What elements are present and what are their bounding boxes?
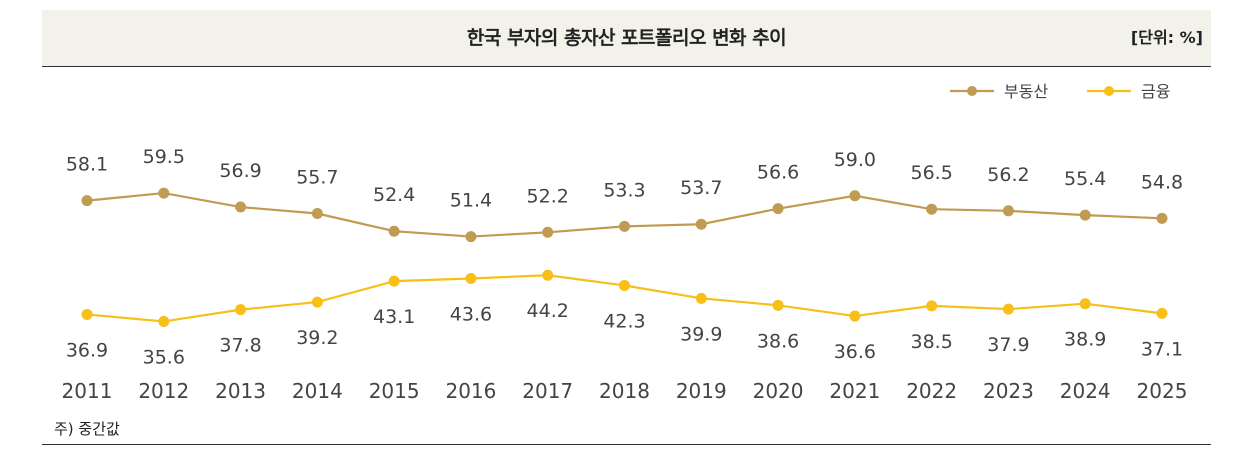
x-tick-label: 2019 [676, 379, 727, 403]
x-tick-label: 2016 [445, 379, 496, 403]
x-tick-label: 2021 [829, 379, 880, 403]
data-label: 38.6 [757, 330, 799, 352]
x-tick-label: 2012 [138, 379, 189, 403]
data-label: 52.4 [373, 184, 415, 206]
data-point [926, 300, 938, 312]
data-point [465, 272, 477, 284]
x-tick-label: 2017 [522, 379, 573, 403]
data-point [849, 310, 861, 322]
data-label: 53.7 [680, 177, 722, 199]
chart-title: 한국 부자의 총자산 포트폴리오 변화 추이 [466, 27, 787, 49]
data-point [235, 201, 247, 213]
data-label: 56.6 [757, 162, 799, 184]
data-label: 37.1 [1141, 338, 1183, 360]
data-point [1079, 298, 1091, 310]
data-point [1156, 307, 1168, 319]
data-point [388, 225, 400, 237]
data-point [695, 292, 707, 304]
data-label: 42.3 [603, 310, 645, 332]
data-point [158, 187, 170, 199]
data-point [926, 203, 938, 215]
bottom-divider [42, 444, 1211, 445]
data-label: 55.7 [296, 166, 338, 188]
data-label: 54.8 [1141, 171, 1183, 193]
data-label: 36.6 [834, 341, 876, 363]
data-label: 56.5 [910, 162, 952, 184]
data-point [772, 203, 784, 215]
data-label: 38.5 [910, 331, 952, 353]
data-point [311, 207, 323, 219]
data-label: 53.3 [603, 179, 645, 201]
data-label: 59.0 [834, 149, 876, 171]
legend-finance-label: 금융 [1141, 82, 1170, 101]
data-label: 58.1 [66, 154, 108, 176]
x-tick-label: 2020 [753, 379, 804, 403]
data-point [772, 299, 784, 311]
x-tick-label: 2022 [906, 379, 957, 403]
legend-real-estate-label: 부동산 [1004, 82, 1048, 101]
data-label: 52.2 [527, 185, 569, 207]
data-point [465, 231, 477, 243]
data-label: 44.2 [527, 300, 569, 322]
data-label: 56.2 [987, 164, 1029, 186]
data-label: 37.9 [987, 334, 1029, 356]
legend-real-estate-marker [967, 86, 977, 96]
x-tick-label: 2014 [292, 379, 343, 403]
data-point [1002, 205, 1014, 217]
data-point [235, 304, 247, 316]
unit-label: [단위: %] [1130, 28, 1203, 47]
data-point [1156, 212, 1168, 224]
data-label: 39.2 [296, 327, 338, 349]
x-tick-label: 2023 [983, 379, 1034, 403]
data-label: 55.4 [1064, 168, 1106, 190]
data-point [1079, 209, 1091, 221]
data-point [542, 226, 554, 238]
data-label: 38.9 [1064, 329, 1106, 351]
x-tick-label: 2013 [215, 379, 266, 403]
data-label: 43.6 [450, 303, 492, 325]
data-point [542, 269, 554, 281]
data-point [311, 296, 323, 308]
x-tick-label: 2015 [369, 379, 420, 403]
data-point [619, 279, 630, 291]
x-tick-label: 2025 [1137, 379, 1188, 403]
data-point [849, 190, 861, 202]
data-point [619, 220, 630, 232]
x-tick-label: 2024 [1060, 379, 1111, 403]
data-label: 39.9 [680, 323, 722, 345]
data-point [695, 218, 707, 230]
data-label: 56.9 [219, 160, 261, 182]
data-label: 35.6 [143, 346, 185, 368]
data-label: 36.9 [66, 339, 108, 361]
data-point [1002, 303, 1014, 315]
data-label: 51.4 [450, 190, 492, 212]
data-point [81, 195, 93, 207]
x-tick-label: 2018 [599, 379, 650, 403]
data-point [388, 275, 400, 287]
legend-finance-marker [1104, 86, 1114, 96]
data-label: 37.8 [219, 335, 261, 357]
chart-header: 한국 부자의 총자산 포트폴리오 변화 추이 [단위: %] [42, 10, 1211, 67]
x-tick-label: 2011 [62, 379, 113, 403]
data-label: 43.1 [373, 306, 415, 328]
data-label: 59.5 [143, 146, 185, 168]
data-point [81, 308, 93, 320]
footnote: 주) 중간값 [54, 420, 120, 438]
data-point [158, 315, 170, 327]
